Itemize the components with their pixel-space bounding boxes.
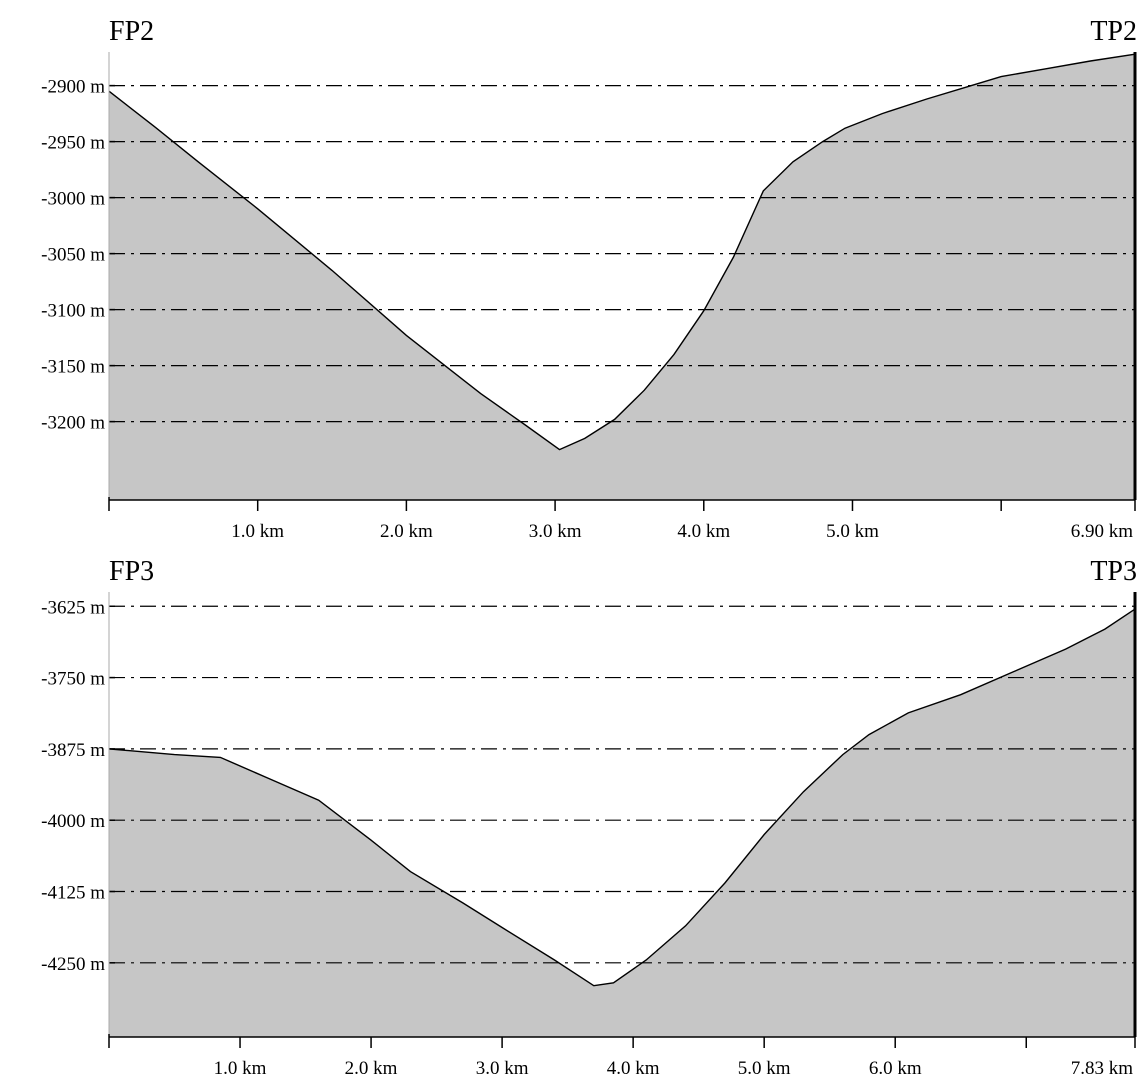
start-point-label: FP2: [109, 16, 154, 47]
y-tick-label: -4000 m: [41, 811, 105, 832]
y-tick-label: -2950 m: [41, 133, 105, 154]
x-tick-label: 3.0 km: [529, 521, 582, 542]
y-tick-label: -2900 m: [41, 77, 105, 98]
profile-panel-1: -2900 m -2950 m -3000 m -3050 m -3100 m -3150…: [41, 16, 1137, 542]
y-tick-label: -3150 m: [41, 357, 105, 378]
x-tick-label: 4.0 km: [677, 521, 730, 542]
y-tick-label: -3625 m: [41, 597, 105, 618]
x-tick-label: 2.0 km: [380, 521, 433, 542]
end-point-label: TP3: [1090, 556, 1137, 587]
x-tick-label: 5.0 km: [826, 521, 879, 542]
x-tick-label: 4.0 km: [607, 1058, 660, 1079]
x-tick-label: 1.0 km: [214, 1058, 267, 1079]
y-tick-label: -3200 m: [41, 413, 105, 434]
x-tick-label: 3.0 km: [476, 1058, 529, 1079]
x-tick-label: 7.83 km: [1071, 1058, 1134, 1079]
terrain-area: [109, 609, 1135, 1037]
y-tick-label: -3875 m: [41, 740, 105, 761]
y-tick-label: -3000 m: [41, 189, 105, 210]
terrain-area: [109, 54, 1135, 500]
y-tick-label: -3100 m: [41, 301, 105, 322]
terrain-profile-line: [108, 53, 1136, 451]
y-tick-label: -3050 m: [41, 245, 105, 266]
y-tick-label: -4125 m: [41, 883, 105, 904]
terrain-profile-line: [108, 608, 1136, 987]
x-tick-label: 6.0 km: [869, 1058, 922, 1079]
profile-panel-2: -3625 m -3750 m -3875 m -4000 m -4125 m -4250…: [41, 556, 1137, 1079]
x-tick-label: 5.0 km: [738, 1058, 791, 1079]
y-tick-label: -4250 m: [41, 954, 105, 975]
x-tick-label: 2.0 km: [345, 1058, 398, 1079]
y-tick-label: -3750 m: [41, 669, 105, 690]
x-tick-label: 1.0 km: [231, 521, 284, 542]
x-tick-label: 6.90 km: [1071, 521, 1134, 542]
end-point-label: TP2: [1090, 16, 1137, 47]
start-point-label: FP3: [109, 556, 154, 587]
